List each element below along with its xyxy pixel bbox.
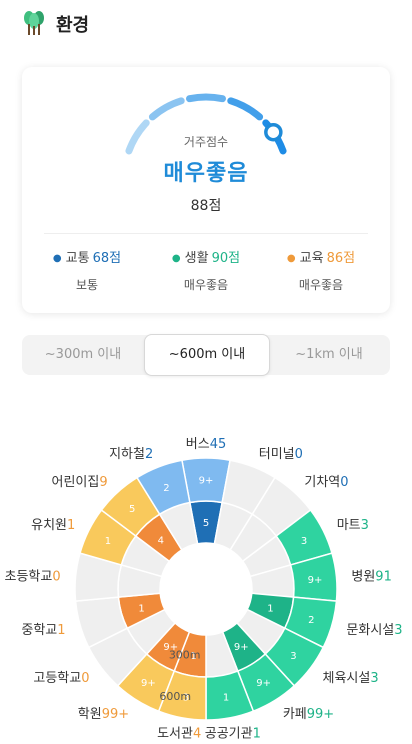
segment-label: 어린이집9 <box>52 475 108 490</box>
segment-label: 병원91 <box>351 570 391 585</box>
segment-label: 고등학교0 <box>33 671 89 686</box>
page-title: 환경 <box>56 15 90 36</box>
score-value: 88점 <box>190 198 222 214</box>
segment-label: 마트3 <box>337 518 369 533</box>
segment-value-300m: 1 <box>267 603 273 614</box>
segment-label: 초등학교0 <box>4 570 60 585</box>
tab-600m[interactable]: ~600m 이내 <box>144 334 270 376</box>
distance-tabs: ~300m 이내 ~600m 이내 ~1km 이내 <box>22 334 390 376</box>
segment-value-600m: 3 <box>301 536 307 547</box>
gauge-segment <box>148 97 185 121</box>
segment-label: 지하철2 <box>109 447 153 462</box>
segment-value-300m: 9+ <box>234 642 249 653</box>
segment-value-600m: 3 <box>183 693 189 704</box>
tree-icon <box>24 11 44 35</box>
segment-label: 기차역0 <box>304 475 348 490</box>
bullet-icon: ● <box>286 253 296 264</box>
segment-600m[interactable] <box>136 459 191 516</box>
score-card: 거주점수 매우좋음 88점 ● 교통 68점 보통 ● 생활 90점 매우좋음 ● 교육 8… <box>22 67 390 313</box>
ring-label-600m: 600m <box>159 690 191 703</box>
segment-label: 문화시설3 <box>346 623 402 638</box>
segment-value-600m: 9+ <box>199 476 214 487</box>
segment-label: 터미널0 <box>259 447 303 462</box>
category-name: 교통 <box>65 251 90 266</box>
segment-label: 공공기관1 <box>205 727 261 742</box>
segment-value-600m: 9+ <box>141 678 156 689</box>
category-grade: 매우좋음 <box>183 278 229 292</box>
segment-label: 학원99+ <box>78 707 129 722</box>
score-grade: 매우좋음 <box>163 161 249 186</box>
bullet-icon: ● <box>52 253 62 264</box>
segment-value-600m: 9+ <box>308 575 323 586</box>
segment-value-600m: 9+ <box>256 678 271 689</box>
category-life: ● 생활 90점 매우좋음 <box>151 247 261 293</box>
segment-label: 도서관4 <box>157 727 201 742</box>
segment-value-300m: 1 <box>138 603 144 614</box>
segment-value-600m: 5 <box>129 504 135 515</box>
segment-value-600m: 1 <box>105 536 111 547</box>
score-gauge <box>125 93 287 155</box>
category-score: 68점 <box>92 251 122 266</box>
gauge-segment <box>186 93 226 103</box>
category-name: 교육 <box>299 251 324 266</box>
segment-label: 유치원1 <box>31 518 75 533</box>
segment-value-300m: 1 <box>191 651 197 662</box>
ring-label-300m: 300m <box>169 649 201 662</box>
segment-label: 중학교1 <box>21 623 65 638</box>
bullet-icon: ● <box>171 253 181 264</box>
score-caption: 거주점수 <box>183 135 229 149</box>
tab-300m[interactable]: ~300m 이내 <box>44 347 122 362</box>
category-grade: 보통 <box>75 278 99 292</box>
category-grade: 매우좋음 <box>298 278 344 292</box>
gauge-segment <box>227 97 264 121</box>
category-education: ● 교육 86점 매우좋음 <box>266 247 376 293</box>
category-score: 90점 <box>211 251 241 266</box>
segment-value-600m: 2 <box>308 615 314 626</box>
segment-value-300m: 5 <box>203 518 209 529</box>
segment-value-600m: 3 <box>290 651 296 662</box>
segment-value-600m: 1 <box>223 693 229 704</box>
category-name: 생활 <box>184 251 209 266</box>
segment-value-300m: 9+ <box>163 642 178 653</box>
segment-label: 체육시설3 <box>323 671 379 686</box>
segment-label: 카페99+ <box>283 707 334 722</box>
tab-1km[interactable]: ~1km 이내 <box>295 347 363 362</box>
gauge-segment <box>125 119 150 155</box>
header: 환경 <box>0 0 412 48</box>
segment-label: 버스45 <box>186 437 226 452</box>
segment-value-600m: 2 <box>163 483 169 494</box>
segment-value-300m: 4 <box>158 535 164 546</box>
gauge-knob <box>264 122 283 142</box>
divider <box>44 233 368 234</box>
category-score: 86점 <box>326 251 356 266</box>
category-transport: ● 교통 68점 보통 <box>32 247 142 293</box>
